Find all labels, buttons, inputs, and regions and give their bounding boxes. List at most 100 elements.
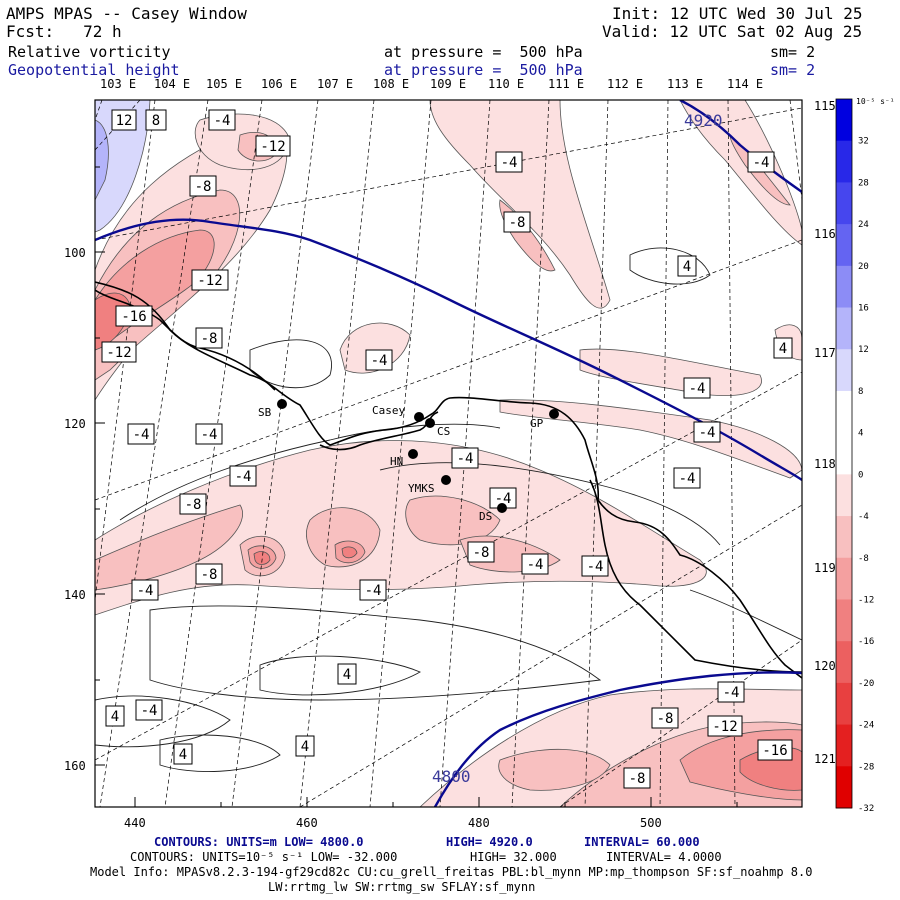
colorbar-label: 28	[858, 178, 869, 188]
coastline	[95, 281, 802, 679]
station-label: DS	[479, 510, 492, 523]
vort-label: -4	[365, 349, 393, 371]
x-tick-label: 440	[124, 816, 146, 830]
footer-model-info: Model Info: MPASv8.2.3-194-gf29cd82c CU:…	[90, 865, 813, 879]
vort-label-text: -4	[689, 381, 706, 397]
station-label: SB	[258, 406, 272, 419]
vort-label-text: -4	[699, 425, 716, 441]
vort-label: 4	[173, 743, 193, 765]
vort-label: -4	[717, 681, 745, 703]
x-tick-label: 480	[468, 816, 490, 830]
y-tick-label: 140	[64, 588, 86, 602]
vort-label: 8	[145, 109, 167, 131]
station-label: GP	[530, 417, 544, 430]
stations: SB Casey CS HN YMKS DS GP	[258, 399, 559, 523]
vort-label-text: -4	[457, 451, 474, 467]
vort-label-text: -8	[629, 771, 646, 787]
vort-label-text: -4	[371, 353, 388, 369]
vort-label-text: -12	[106, 345, 131, 361]
lon-label-top: 113 E	[667, 77, 704, 91]
station-casey: Casey	[372, 404, 424, 422]
footer-vort-a: CONTOURS: UNITS=10⁻⁵ s⁻¹ LOW= -32.000	[130, 850, 398, 864]
colorbar-label: 20	[858, 262, 869, 272]
vort-label: -4	[127, 423, 155, 445]
colorbar-frame	[835, 98, 853, 809]
footer-vort-high: HIGH= 32.000	[470, 850, 557, 864]
colorbar-label: -32	[858, 804, 874, 814]
station-gp: GP	[530, 409, 559, 430]
station-hn: HN	[390, 449, 418, 468]
lon-label-top: 104 E	[154, 77, 191, 91]
footer-height-high: HIGH= 4920.0	[446, 835, 533, 849]
init-time: Init: 12 UTC Wed 30 Jul 25	[612, 6, 862, 22]
vort-label-text: -8	[473, 545, 490, 561]
vort-label: -8	[195, 327, 223, 349]
vort-label: -4	[683, 377, 711, 399]
y-tick-label: 160	[64, 759, 86, 773]
footer-vort-interval: INTERVAL= 4.0000	[606, 850, 722, 864]
vort-label-text: -12	[197, 273, 222, 289]
vort-label-text: -8	[195, 179, 212, 195]
vort-label-text: 4	[179, 747, 187, 763]
colorbar-label: -4	[858, 512, 869, 522]
smooth-geopotential: sm= 2	[770, 61, 816, 79]
vort-label: -4	[208, 109, 236, 131]
vort-label: 12	[111, 109, 137, 131]
colorbar-swatch	[836, 557, 852, 600]
colorbar-swatch	[836, 99, 852, 142]
init-label: Init:	[612, 4, 661, 23]
vort-label: -8	[195, 563, 223, 585]
vort-label-text: -4	[365, 583, 382, 599]
vort-label: -12	[101, 341, 137, 363]
vort-label: -4	[359, 579, 387, 601]
vort-label: -8	[623, 767, 651, 789]
vort-label-text: 4	[111, 709, 119, 725]
valid-label: Valid:	[602, 22, 660, 41]
footer-height-b: HIGH= 4920.0	[446, 835, 533, 849]
init-value: 12 UTC Wed 30 Jul 25	[669, 4, 863, 23]
vort-label: -12	[191, 269, 229, 291]
vort-label: -16	[757, 739, 793, 761]
level-geopotential: at pressure = 500 hPa	[384, 61, 583, 79]
station-label: HN	[390, 455, 403, 468]
colorbar-swatch	[836, 182, 852, 225]
vort-label-text: -4	[501, 155, 518, 171]
smooth-vorticity: sm= 2	[770, 43, 816, 61]
colorbar-label: 4	[858, 429, 863, 439]
footer-height-interval: INTERVAL= 60.000	[584, 835, 700, 849]
footer-radiation-info: LW:rrtmg_lw SW:rrtmg_sw SFLAY:sf_mynn	[268, 880, 536, 894]
lon-label-top: 106 E	[261, 77, 298, 91]
colorbar-swatch	[836, 516, 852, 559]
colorbar-label: 16	[858, 304, 869, 314]
colorbar-swatch	[836, 265, 852, 309]
vort-label-text: -4	[235, 469, 252, 485]
vort-label-text: -8	[201, 567, 218, 583]
y-tick-label: 100	[64, 246, 86, 260]
vort-label-text: -4	[133, 427, 150, 443]
footer-vort-contours: CONTOURS: UNITS=10⁻⁵ s⁻¹ LOW= -32.000	[130, 850, 397, 864]
lon-label-top: 108 E	[373, 77, 410, 91]
colorbar-label: -8	[858, 554, 869, 564]
geopotential-contours	[95, 100, 802, 807]
vort-label-text: -12	[712, 719, 737, 735]
fcst-label: Fcst:	[6, 22, 55, 41]
height-label-4920: 4920	[684, 111, 723, 130]
station-label: YMKS	[408, 482, 435, 495]
vort-label-text: -4	[723, 685, 740, 701]
colorbar-swatch	[836, 599, 852, 642]
vort-label-text: -4	[137, 583, 154, 599]
vort-label-text: -4	[495, 491, 512, 507]
station-sb: SB	[258, 399, 287, 419]
vort-label-text: -4	[587, 559, 604, 575]
x-tick-label: 500	[640, 816, 662, 830]
vort-label: -4	[521, 553, 549, 575]
vort-label: -4	[581, 555, 609, 577]
colorbar-swatch	[836, 349, 852, 392]
vort-label: -4	[495, 151, 523, 173]
vort-label: 4	[773, 337, 793, 359]
lon-label-top: 107 E	[317, 77, 354, 91]
vort-label-text: -4	[679, 471, 696, 487]
footer-height-a: CONTOURS: UNITS=m LOW= 4800.0	[154, 835, 364, 849]
vort-label: -8	[467, 541, 495, 563]
station-label: CS	[437, 425, 450, 438]
